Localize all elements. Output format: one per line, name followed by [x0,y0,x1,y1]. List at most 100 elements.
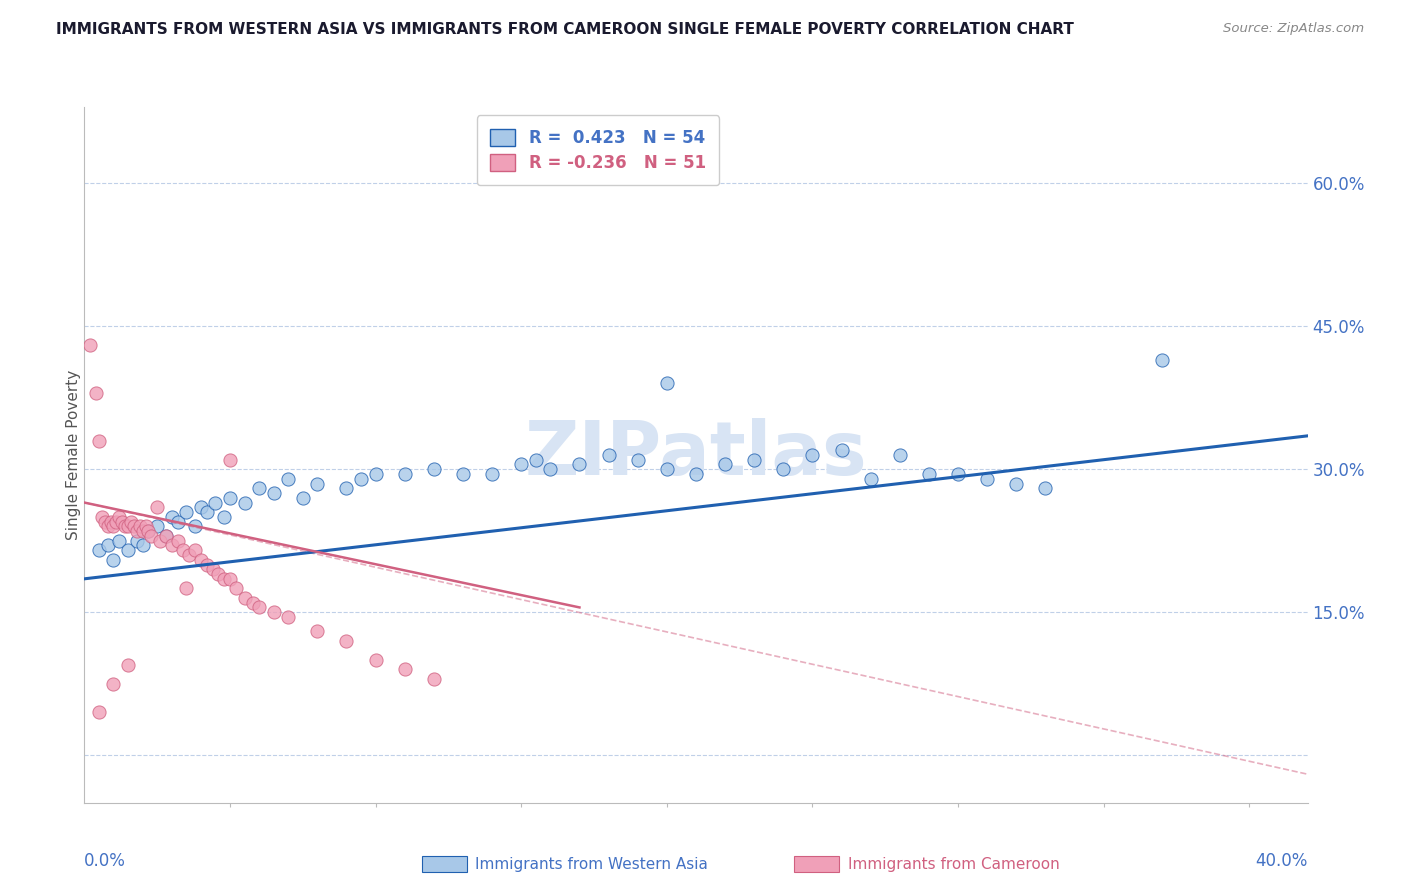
Point [918,467,941,481]
Point [100,515,122,529]
Point [190,500,212,515]
Point [120,515,142,529]
Point [204,495,226,509]
Point [976,472,998,486]
Point [1005,476,1028,491]
Point [335,633,357,648]
Point [190,553,212,567]
Text: Immigrants from Cameroon: Immigrants from Cameroon [848,857,1060,871]
Point [742,452,765,467]
Point [627,452,650,467]
Point [155,529,177,543]
Point [350,472,373,486]
Point [117,657,139,672]
Point [184,543,207,558]
Point [423,672,446,686]
Point [79,338,101,352]
Point [946,467,969,481]
Point [307,476,329,491]
Point [538,462,561,476]
Point [117,543,139,558]
Point [179,548,201,562]
Point [108,509,131,524]
Point [655,462,678,476]
Point [219,572,242,586]
Point [103,519,125,533]
Point [141,529,163,543]
Point [122,519,145,533]
Legend: R =  0.423   N = 54, R = -0.236   N = 51: R = 0.423 N = 54, R = -0.236 N = 51 [477,115,720,185]
Point [135,519,157,533]
Point [146,519,169,533]
Point [105,515,128,529]
Point [166,515,188,529]
Point [233,495,256,509]
Point [247,600,270,615]
Point [655,376,678,391]
Point [172,543,194,558]
Point [160,509,183,524]
Point [201,562,224,576]
Point [510,458,533,472]
Point [128,519,150,533]
Point [219,452,242,467]
Point [138,524,160,538]
Point [207,567,229,582]
Point [87,543,110,558]
Point [117,519,139,533]
Point [84,386,107,401]
Point [451,467,474,481]
Point [1150,352,1173,367]
Point [219,491,242,505]
Point [149,533,172,548]
Point [90,509,112,524]
Point [364,467,387,481]
Point [831,443,853,458]
Point [263,486,285,500]
Point [184,519,207,533]
Point [247,481,270,495]
Point [103,676,125,690]
Point [138,524,160,538]
Point [889,448,911,462]
Point [131,539,153,553]
Point [155,529,177,543]
Point [801,448,824,462]
Point [277,610,299,624]
Point [103,553,125,567]
Point [233,591,256,605]
Point [125,533,148,548]
Point [87,434,110,448]
Point [524,452,547,467]
Point [87,705,110,719]
Point [364,653,387,667]
Point [242,596,264,610]
Point [1035,481,1057,495]
Point [131,524,153,538]
Point [859,472,882,486]
Text: Source: ZipAtlas.com: Source: ZipAtlas.com [1223,22,1364,36]
Text: 40.0%: 40.0% [1256,852,1308,870]
Point [335,481,357,495]
Point [114,519,136,533]
Point [176,505,198,519]
Point [394,467,416,481]
Text: Immigrants from Western Asia: Immigrants from Western Asia [475,857,709,871]
Point [307,624,329,639]
Point [772,462,794,476]
Point [195,558,218,572]
Point [263,605,285,619]
Point [212,572,235,586]
Point [225,582,247,596]
Point [97,519,120,533]
Point [166,533,188,548]
Point [423,462,446,476]
Point [481,467,503,481]
Point [212,509,235,524]
Point [394,662,416,676]
Point [111,515,134,529]
Text: 0.0%: 0.0% [84,852,127,870]
Point [714,458,737,472]
Point [176,582,198,596]
Point [291,491,314,505]
